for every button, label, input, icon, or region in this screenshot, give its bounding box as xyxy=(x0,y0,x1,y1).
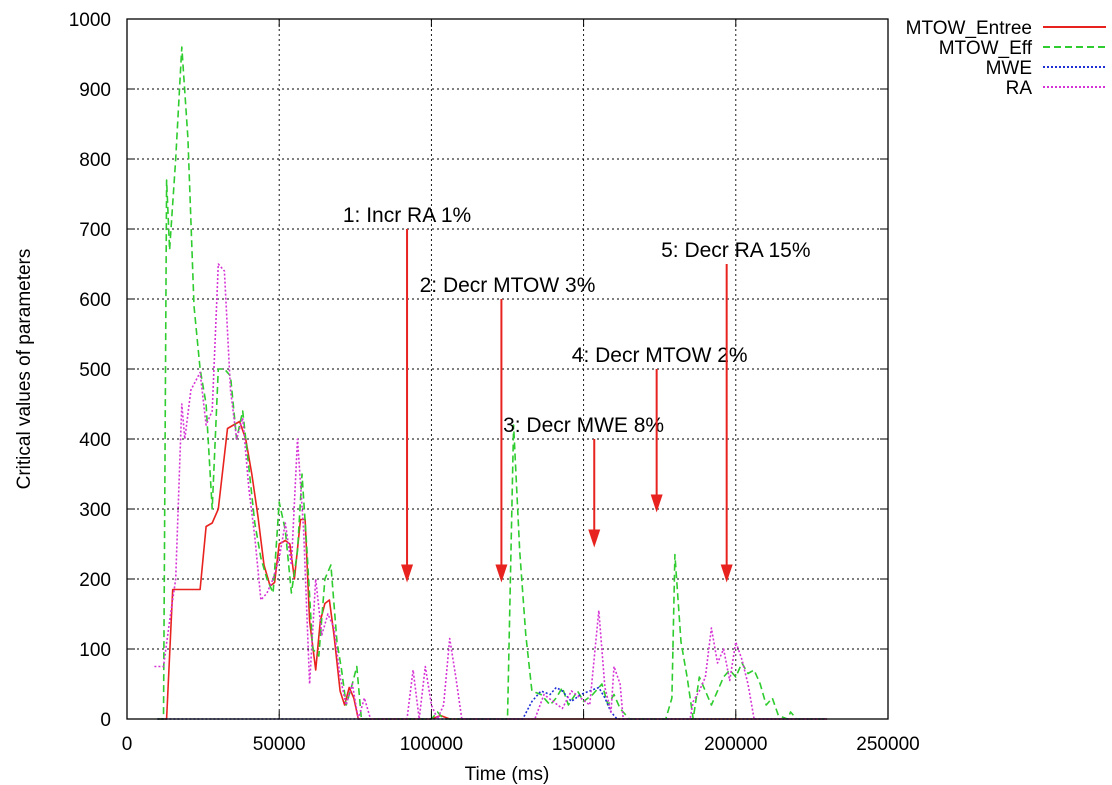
y-tick-label: 700 xyxy=(79,220,111,241)
x-tick-label: 50000 xyxy=(253,734,306,755)
x-axis-ticks: 0 50000 100000 150000 200000 250000 xyxy=(122,19,920,755)
y-tick-label: 300 xyxy=(79,500,111,521)
x-tick-label: 100000 xyxy=(400,734,463,755)
annotation-label-2: 2: Decr MTOW 3% xyxy=(420,274,596,297)
y-tick-label: 600 xyxy=(79,290,111,311)
y-tick-label: 0 xyxy=(100,710,111,731)
annotation-arrow-head-2 xyxy=(495,564,508,583)
y-tick-label: 200 xyxy=(79,570,111,591)
series-line-mwe xyxy=(157,686,828,720)
x-tick-label: 250000 xyxy=(856,734,919,755)
y-tick-label: 800 xyxy=(79,150,111,171)
annotation-arrow-head-5 xyxy=(720,564,733,583)
legend-label-4: RA xyxy=(1006,78,1033,99)
y-tick-label: 500 xyxy=(79,360,111,381)
legend-label-1: MTOW_Entree xyxy=(906,18,1032,39)
y-tick-label: 900 xyxy=(79,80,111,101)
annotation-label-5: 5: Decr RA 15% xyxy=(661,239,810,262)
legend-label-3: MWE xyxy=(986,58,1032,79)
x-tick-label: 150000 xyxy=(552,734,615,755)
y-axis-label: Critical values of parameters xyxy=(14,249,35,490)
annotations: 1: Incr RA 1% 2: Decr MTOW 3% 3: Decr MWE … xyxy=(343,204,811,583)
y-axis-ticks: 0 100 200 300 400 500 600 700 800 900 1000 xyxy=(69,10,888,731)
x-tick-label: 0 xyxy=(122,734,133,755)
y-tick-label: 400 xyxy=(79,430,111,451)
x-axis-label: Time (ms) xyxy=(465,764,550,785)
annotation-label-3: 3: Decr MWE 8% xyxy=(503,414,664,437)
annotation-label-1: 1: Incr RA 1% xyxy=(343,204,471,227)
x-tick-label: 200000 xyxy=(704,734,767,755)
y-tick-label: 1000 xyxy=(69,10,111,31)
annotation-label-4: 4: Decr MTOW 2% xyxy=(572,344,748,367)
annotation-arrow-head-1 xyxy=(401,564,414,583)
legend-label-2: MTOW_Eff xyxy=(939,38,1033,59)
annotation-arrow-head-4 xyxy=(650,494,663,513)
annotation-arrow-head-3 xyxy=(588,529,601,548)
grid xyxy=(127,19,888,719)
y-tick-label: 100 xyxy=(79,640,111,661)
